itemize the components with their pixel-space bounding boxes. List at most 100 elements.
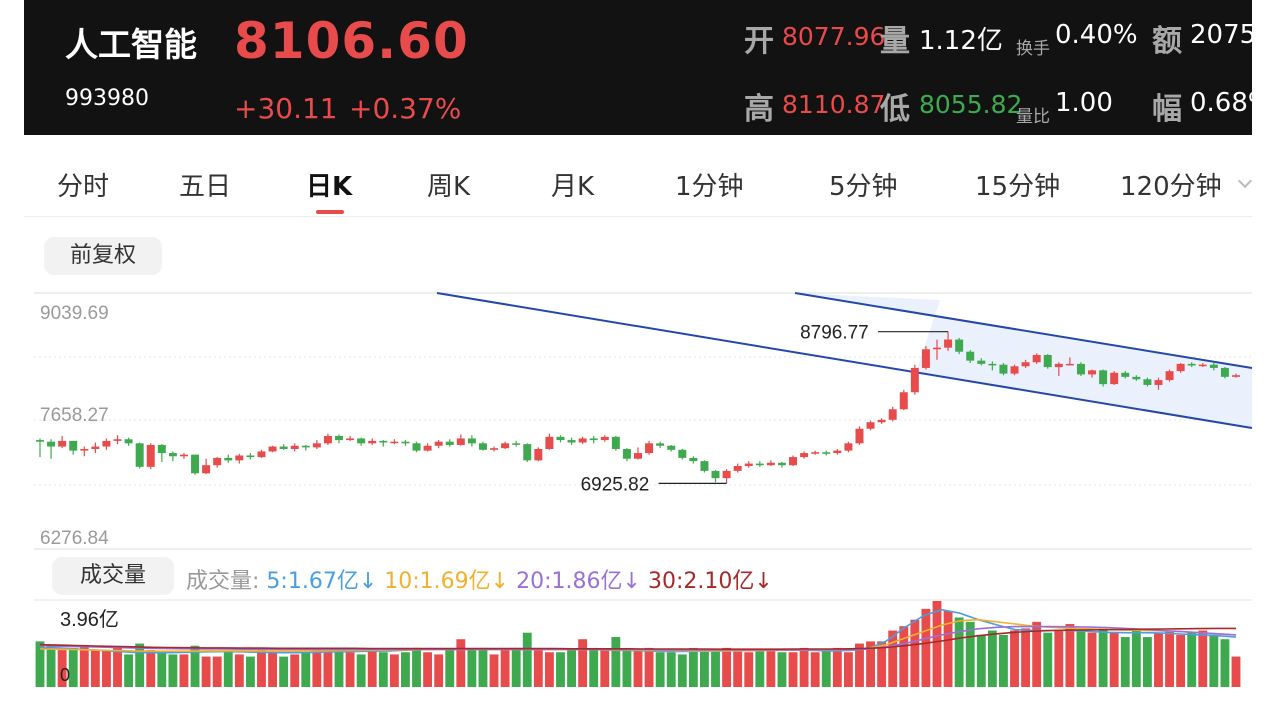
tab-daily-k[interactable]: 日K: [306, 172, 353, 202]
candle-body: [744, 463, 753, 467]
volume-bar: [35, 641, 45, 687]
volume-bar: [323, 647, 333, 687]
candle-body: [501, 443, 510, 449]
volume-max-label: 3.96亿: [60, 608, 119, 631]
candle-body: [235, 455, 244, 461]
candles-group: [36, 331, 1240, 484]
tab-1min[interactable]: 1分钟: [675, 172, 744, 202]
period-tabs: 分时 五日 日K 周K 月K 1分钟 5分钟 15分钟 120分钟: [24, 144, 1253, 217]
tab-intraday[interactable]: 分时: [57, 172, 110, 202]
candle-body: [412, 443, 421, 451]
ma30-value: 30:2.10亿: [647, 569, 755, 594]
tab-15min[interactable]: 15分钟: [975, 172, 1061, 202]
candle-body: [888, 409, 897, 420]
volume-bar: [1176, 634, 1186, 687]
volume-bar: [467, 650, 477, 687]
index-name: 人工智能: [65, 25, 197, 64]
volume-bar: [146, 650, 156, 687]
volume-bar: [556, 652, 565, 687]
volume-label: 量: [880, 24, 910, 59]
volume-bar: [877, 641, 887, 687]
volume-bars-group: [35, 601, 1241, 687]
volume-bar: [511, 647, 521, 687]
volume-bar: [1131, 630, 1141, 687]
volume-bar: [257, 650, 266, 687]
candle-body: [722, 470, 731, 479]
volume-bar: [722, 647, 732, 687]
candle-body: [589, 438, 598, 441]
volume-bar: [1142, 637, 1152, 687]
candle-body: [634, 453, 642, 459]
candle-body: [335, 436, 343, 441]
right-edge: [1252, 0, 1280, 719]
arrow-down-icon: ↓: [754, 569, 773, 594]
volume-bar: [46, 645, 56, 687]
candle-body: [1021, 362, 1030, 367]
volume-bar: [423, 652, 433, 687]
active-tab-indicator: [316, 210, 344, 214]
adjust-mode-button[interactable]: 前复权: [44, 237, 162, 275]
volume-bar: [943, 610, 953, 687]
volume-bar: [611, 637, 621, 687]
candle-body: [667, 445, 676, 450]
volume-bar: [1120, 637, 1130, 687]
candle-body: [1110, 372, 1119, 385]
volume-bar: [533, 650, 543, 687]
turnover-value: 0.40%: [1055, 20, 1138, 50]
tab-5min[interactable]: 5分钟: [829, 172, 898, 202]
arrow-down-icon: ↓: [622, 569, 641, 594]
volume-indicator-button[interactable]: 成交量: [52, 557, 174, 595]
volume-bar: [644, 647, 654, 687]
volume-bar: [567, 650, 576, 687]
tab-monthly-k[interactable]: 月K: [551, 172, 595, 202]
candle-body: [1010, 366, 1019, 374]
tab-weekly-k[interactable]: 周K: [427, 172, 471, 202]
volume-bar: [544, 652, 554, 687]
high-value: 8110.87: [782, 90, 886, 119]
candle-body: [179, 454, 188, 457]
volume-bar: [899, 626, 909, 687]
volume-bar: [245, 656, 255, 687]
open-value: 8077.96: [782, 22, 886, 51]
volume-legend-title: 成交量:: [186, 569, 260, 594]
candle-body: [955, 339, 964, 352]
volume-bar: [478, 647, 488, 687]
volume-bar: [102, 650, 111, 687]
volume-bar: [600, 650, 610, 687]
volume-bar: [866, 641, 875, 687]
annotations-group: 8796.77 6925.82: [581, 323, 949, 495]
volume-bar: [976, 634, 986, 687]
tab-120min[interactable]: 120分钟: [1120, 172, 1222, 202]
candle-body: [1132, 376, 1141, 380]
volume-bar: [711, 650, 720, 687]
high-annotation-label: 8796.77: [800, 323, 869, 344]
candle-body: [390, 441, 399, 444]
volume-bar: [578, 639, 588, 687]
candle-body: [312, 443, 321, 448]
volume-bar: [500, 650, 510, 687]
price-tick-label: 9039.69: [40, 303, 109, 324]
candle-body: [69, 440, 78, 451]
candle-body: [1154, 380, 1163, 385]
price-change-percent: +0.37%: [349, 92, 462, 125]
volume-bar: [855, 643, 864, 687]
volume-bar: [755, 650, 765, 687]
candle-body: [246, 455, 255, 458]
quote-header: 人工智能 8106.60 993980 +30.11 +0.37% 开 8077…: [24, 0, 1252, 135]
volume-bar: [655, 652, 665, 687]
low-value: 8055.82: [919, 90, 1023, 119]
candle-body: [47, 441, 56, 447]
volume-bar: [190, 645, 200, 687]
volume-bar: [843, 652, 853, 687]
volume-bar: [378, 652, 388, 687]
ma10-value: 10:1.69亿: [384, 569, 491, 594]
tab-five-day[interactable]: 五日: [179, 172, 232, 202]
volume-bar: [79, 645, 89, 687]
candle-body: [80, 448, 89, 451]
candle-body: [766, 462, 775, 466]
volume-bar: [1010, 630, 1019, 687]
volume-bar: [179, 654, 189, 687]
trend-channel-lower-line: [436, 292, 1253, 429]
candle-body: [645, 443, 654, 454]
